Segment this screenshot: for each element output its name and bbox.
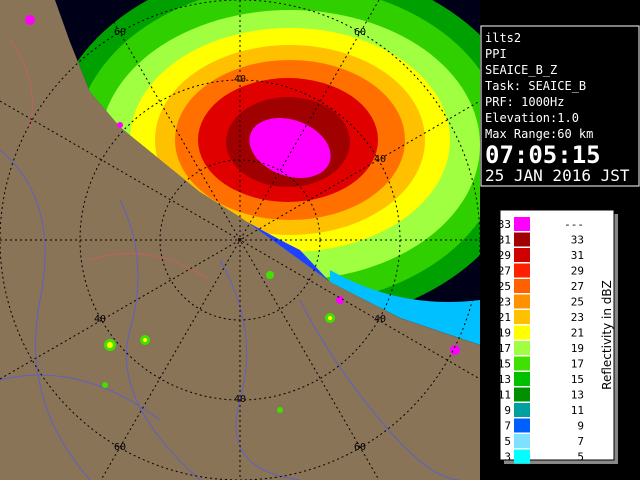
legend-high: 23	[571, 311, 584, 324]
legend-low: 5	[504, 435, 511, 448]
legend-high: 17	[571, 358, 584, 371]
legend-swatch	[514, 372, 530, 386]
range-ring-label: 60	[354, 27, 366, 38]
legend-title: Reflectivity in dBZ	[600, 280, 614, 390]
range-ring-label: 40	[94, 314, 106, 325]
legend-low: 25	[498, 280, 511, 293]
legend-swatch	[514, 449, 530, 464]
legend-low: 9	[504, 404, 511, 417]
range-ring-label: 40	[374, 314, 386, 325]
legend-low: 21	[498, 311, 511, 324]
legend-high: 7	[577, 435, 584, 448]
info-line: Max Range:60 km	[485, 127, 593, 141]
info-line: Task: SEAICE_B	[485, 79, 586, 93]
legend-swatch	[514, 356, 530, 371]
legend-high: 29	[571, 265, 584, 278]
legend-low: 15	[498, 358, 511, 371]
legend-high: 15	[571, 373, 584, 386]
legend-swatch	[514, 248, 530, 262]
legend-low: 27	[498, 265, 511, 278]
legend-high: 31	[571, 249, 584, 262]
legend-swatch	[514, 403, 530, 417]
range-ring-label: 40	[374, 154, 386, 165]
legend-swatch	[514, 279, 530, 293]
legend-swatch	[514, 310, 530, 324]
legend-low: 13	[498, 373, 511, 386]
legend-swatch	[514, 341, 530, 355]
legend-high: 9	[577, 420, 584, 433]
info-line: PRF: 1000Hz	[485, 95, 564, 109]
legend-swatch	[514, 217, 530, 231]
range-ring-label: 60	[114, 27, 126, 38]
echo	[55, 0, 480, 345]
info-line: ilts2	[485, 31, 521, 45]
legend-swatch	[514, 387, 530, 402]
legend-high: 33	[571, 234, 584, 247]
info-line: PPI	[485, 47, 507, 61]
legend-low: 23	[498, 296, 511, 309]
legend-high: 19	[571, 342, 584, 355]
legend-low: 31	[498, 234, 511, 247]
range-ring-label: 40	[234, 74, 246, 85]
info-line: SEAICE_B_Z	[485, 63, 557, 77]
legend-low: 3	[504, 451, 511, 464]
legend-high: ---	[564, 218, 584, 231]
legend-high: 11	[571, 404, 584, 417]
legend-swatch	[514, 325, 530, 340]
time: 07:05:15	[485, 141, 601, 169]
info-panel	[480, 25, 640, 187]
range-ring-label: 40	[234, 394, 246, 405]
legend-high: 13	[571, 389, 584, 402]
legend-high: 25	[571, 296, 584, 309]
range-ring-label: 60	[114, 442, 126, 453]
info-line: Elevation:1.0	[485, 111, 579, 125]
date: 25 JAN 2016 JST	[485, 166, 630, 185]
legend-low: 29	[498, 249, 511, 262]
range-ring-label: 60	[354, 442, 366, 453]
legend-low: 19	[498, 327, 511, 340]
legend-swatch	[514, 418, 530, 433]
legend-high: 27	[571, 280, 584, 293]
range-rings	[0, 0, 480, 480]
legend-swatch	[514, 263, 530, 278]
legend-swatch	[514, 232, 530, 247]
legend-low: 7	[504, 420, 511, 433]
legend-swatch	[514, 434, 530, 448]
legend-high: 5	[577, 451, 584, 464]
legend-low: 17	[498, 342, 511, 355]
legend-low: >33	[491, 218, 511, 231]
legend-high: 21	[571, 327, 584, 340]
legend-swatch	[514, 294, 530, 309]
legend-low: 11	[498, 389, 511, 402]
